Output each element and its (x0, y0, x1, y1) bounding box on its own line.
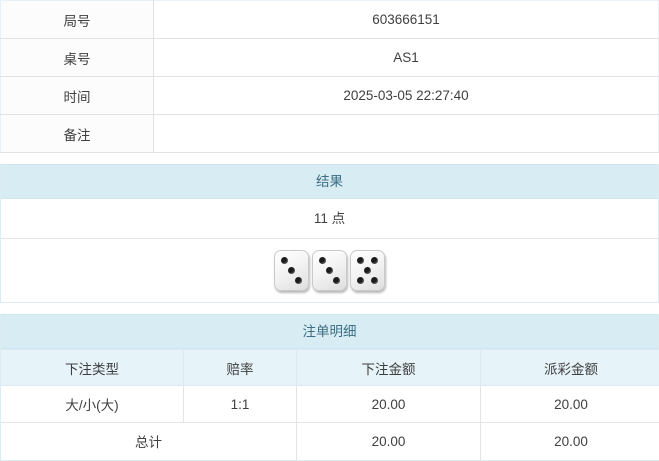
die-pip (371, 257, 378, 264)
cell-bet-amount: 20.00 (296, 385, 481, 423)
result-panel: 结果 11 点 (0, 164, 659, 303)
die-pip (295, 277, 302, 284)
table-row: 备注 (0, 114, 659, 153)
info-label-remark: 备注 (0, 114, 154, 153)
column-header-odds: 赔率 (183, 349, 297, 386)
die-pip (326, 267, 333, 274)
result-points: 11 点 (1, 199, 658, 239)
result-header: 结果 (1, 164, 658, 199)
table-row: 大/小(大) 1:1 20.00 20.00 (1, 385, 659, 423)
dice-group (274, 250, 385, 291)
table-header-row: 下注类型 赔率 下注金额 派彩金额 (1, 349, 659, 386)
info-value-remark (153, 114, 659, 153)
die-pip (357, 277, 364, 284)
info-value-table-no: AS1 (153, 38, 659, 77)
cell-bet-type: 大/小(大) (1, 385, 184, 423)
column-header-payout: 派彩金额 (480, 349, 659, 386)
cell-total-label: 总计 (1, 422, 297, 460)
bet-detail-table: 下注类型 赔率 下注金额 派彩金额 大/小(大) 1:1 20.00 20.00… (1, 349, 659, 460)
column-header-bet-type: 下注类型 (1, 349, 184, 386)
die-pip (333, 277, 340, 284)
die-icon (350, 250, 385, 291)
die-pip (371, 277, 378, 284)
section-divider (0, 303, 659, 314)
die-icon (274, 250, 309, 291)
die-icon (312, 250, 347, 291)
cell-total-payout: 20.00 (480, 422, 659, 460)
info-label-table-no: 桌号 (0, 38, 154, 77)
dice-row (1, 239, 658, 302)
bet-detail-panel: 注单明细 下注类型 赔率 下注金额 派彩金额 大/小(大) 1:1 20.00 … (0, 314, 659, 461)
section-divider (0, 153, 659, 164)
table-total-row: 总计 20.00 20.00 (1, 422, 659, 460)
table-row: 桌号 AS1 (0, 38, 659, 77)
table-row: 局号 603666151 (0, 0, 659, 39)
die-pip (319, 257, 326, 264)
cell-odds: 1:1 (183, 385, 297, 423)
cell-total-amount: 20.00 (296, 422, 481, 460)
info-value-time: 2025-03-05 22:27:40 (153, 76, 659, 115)
round-info-table: 局号 603666151 桌号 AS1 时间 2025-03-05 22:27:… (0, 0, 659, 153)
info-value-round-no: 603666151 (153, 0, 659, 39)
info-label-round-no: 局号 (0, 0, 154, 39)
die-pip (288, 267, 295, 274)
info-label-time: 时间 (0, 76, 154, 115)
die-pip (357, 257, 364, 264)
die-pip (281, 257, 288, 264)
die-pip (364, 267, 371, 274)
column-header-bet-amount: 下注金额 (296, 349, 481, 386)
cell-payout: 20.00 (480, 385, 659, 423)
bet-detail-header: 注单明细 (1, 314, 658, 349)
table-row: 时间 2025-03-05 22:27:40 (0, 76, 659, 115)
